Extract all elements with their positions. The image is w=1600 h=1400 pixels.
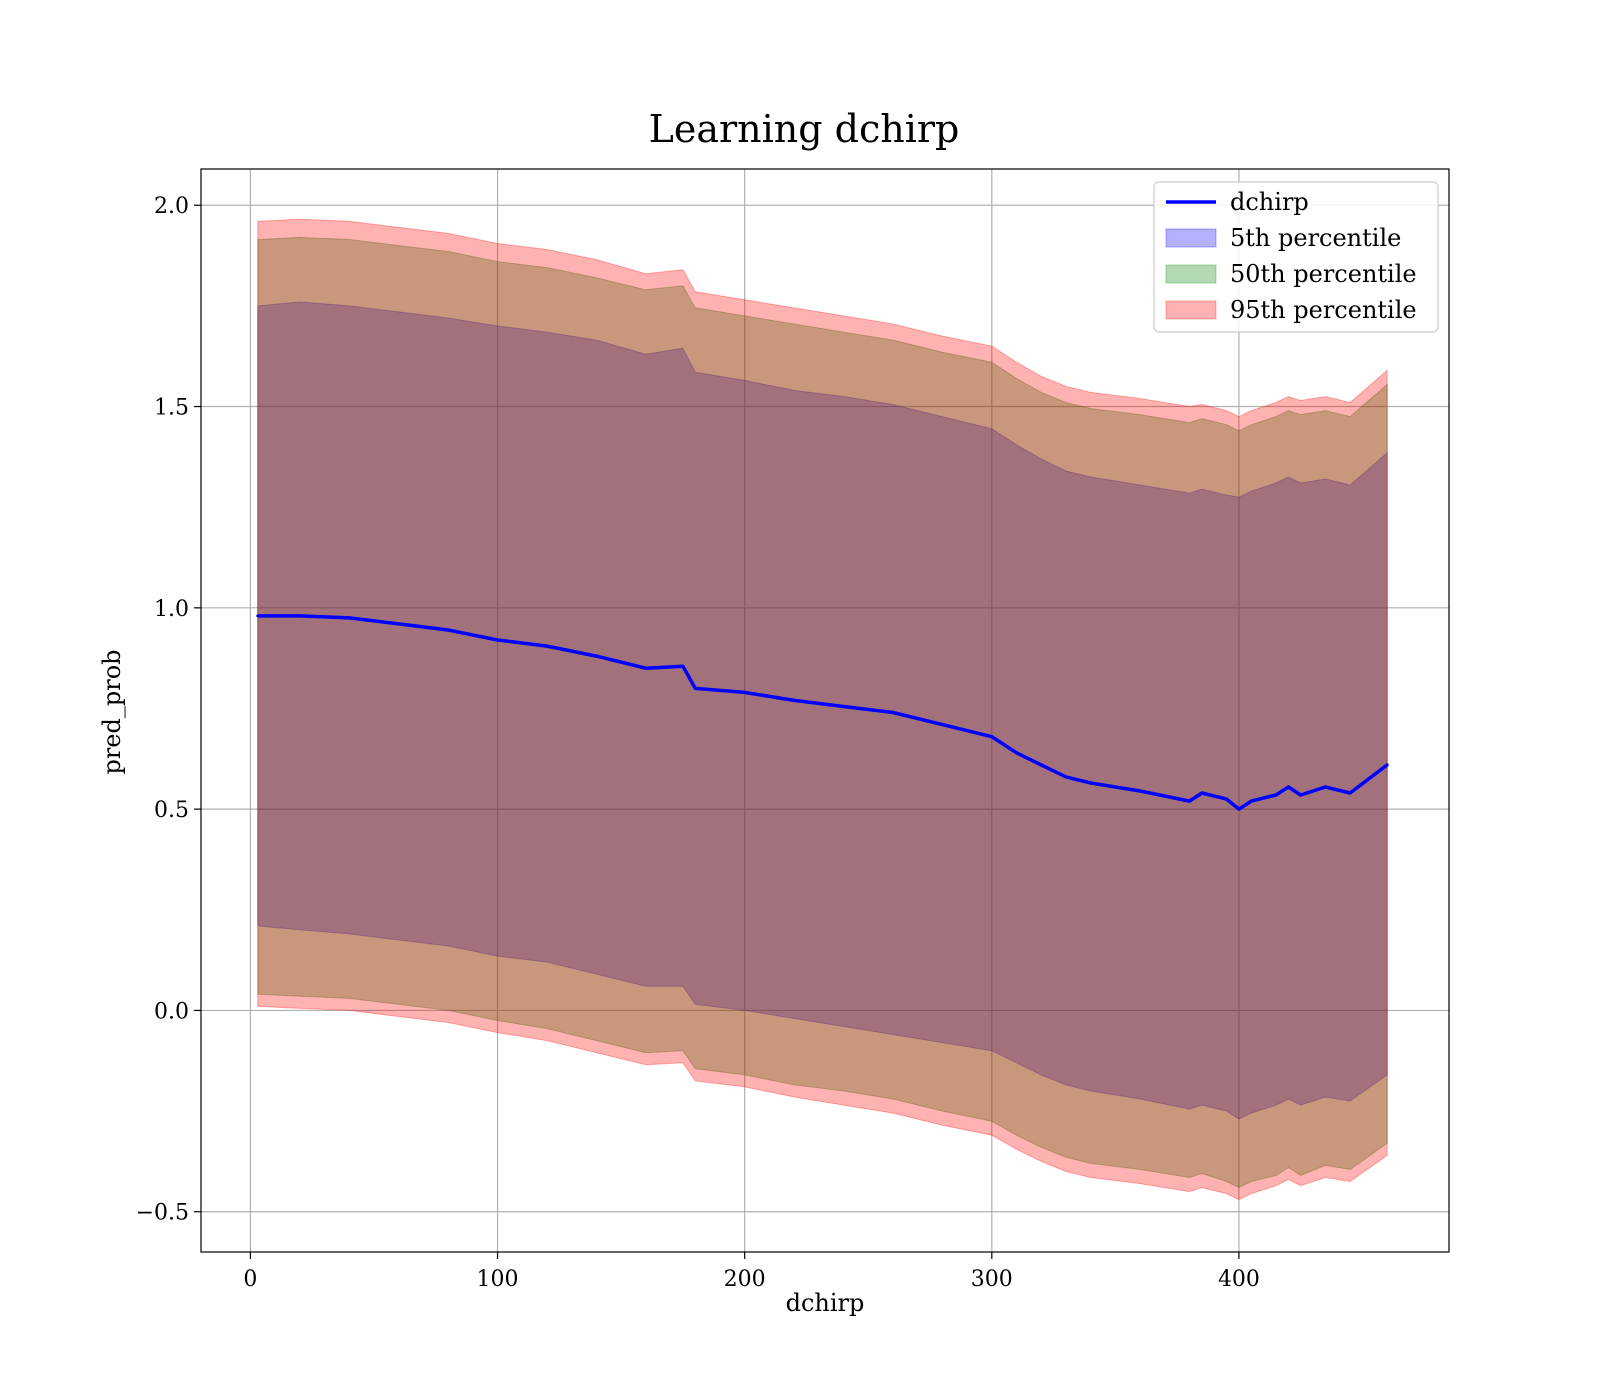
data-point <box>446 628 450 632</box>
x-tick-label: 400 <box>1218 1267 1260 1292</box>
x-tick-label: 100 <box>477 1267 519 1292</box>
plot-frame <box>200 168 1450 1253</box>
grid <box>201 169 1449 1252</box>
y-tick-label: 0.0 <box>154 999 189 1024</box>
band-95th-percentile <box>257 218 1388 1201</box>
data-point <box>1323 785 1327 789</box>
chart-title: Learning dchirp <box>649 107 960 151</box>
y-ticks: −0.5 0.0 0.5 1.0 1.5 2.0 <box>136 194 201 1226</box>
legend-swatch <box>1165 300 1217 320</box>
legend-label: 95th percentile <box>1230 296 1417 324</box>
data-point <box>545 644 549 648</box>
data-point <box>347 616 351 620</box>
legend-swatch <box>1165 264 1217 284</box>
data-point <box>693 686 697 690</box>
y-tick-label: 1.0 <box>154 597 189 622</box>
data-point <box>644 666 648 670</box>
data-point <box>1385 763 1389 767</box>
data-point <box>496 638 500 642</box>
x-ticks: 0 100 200 300 400 <box>243 1252 1260 1292</box>
y-tick-label: −0.5 <box>136 1201 189 1226</box>
lines <box>256 614 1389 811</box>
data-point <box>1188 799 1191 803</box>
y-tick-label: 2.0 <box>154 194 189 219</box>
data-point <box>1274 793 1278 797</box>
x-tick-label: 0 <box>243 1267 257 1292</box>
data-point <box>298 614 302 618</box>
y-axis-label: pred_prob <box>98 649 126 774</box>
data-point <box>397 622 401 626</box>
data-point <box>1237 807 1241 811</box>
x-axis-label: dchirp <box>786 1289 865 1317</box>
x-tick-label: 300 <box>971 1267 1013 1292</box>
band-50th-percentile <box>257 236 1388 1189</box>
y-tick-label: 0.5 <box>154 798 189 823</box>
legend-label: 50th percentile <box>1230 260 1417 288</box>
data-point <box>1225 797 1229 801</box>
legend-label: 5th percentile <box>1230 224 1401 252</box>
data-point <box>594 654 598 658</box>
data-point <box>1138 789 1142 793</box>
data-point <box>1348 791 1352 795</box>
data-point <box>940 723 944 727</box>
data-point <box>1015 751 1018 755</box>
data-point <box>891 711 895 714</box>
legend-label: dchirp <box>1230 188 1309 216</box>
band-5th-percentile <box>257 301 1388 1120</box>
legend-box <box>1153 181 1439 333</box>
bands <box>257 218 1388 1201</box>
data-point <box>256 614 260 618</box>
data-point <box>743 690 747 694</box>
data-point <box>681 664 685 668</box>
data-point <box>792 698 796 702</box>
data-point <box>1039 763 1043 767</box>
data-point <box>1249 799 1253 803</box>
data-point <box>1299 793 1303 797</box>
legend-swatch <box>1165 228 1217 248</box>
x-tick-label: 200 <box>724 1267 766 1292</box>
data-point <box>842 705 845 708</box>
data-point <box>1286 785 1290 789</box>
legend: dchirp 5th percentile 50th percentile 95th … <box>1153 181 1439 333</box>
data-point <box>1064 775 1068 779</box>
y-tick-label: 1.5 <box>154 396 189 421</box>
data-point <box>1089 781 1093 785</box>
data-point <box>990 735 994 739</box>
data-point <box>1200 791 1204 795</box>
